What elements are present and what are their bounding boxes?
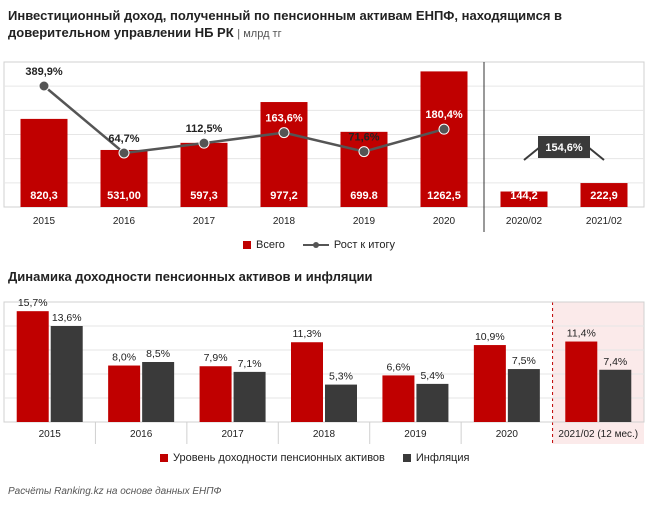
bar-total <box>100 149 148 207</box>
bar-yield <box>108 365 141 422</box>
bar-total-label: 699.8 <box>350 190 378 202</box>
legend-swatch-yield <box>160 454 168 462</box>
bar-inflation <box>599 369 632 422</box>
x-tick-label: 2016 <box>130 429 153 440</box>
bar-inflation-label: 7,5% <box>512 355 536 367</box>
x-tick-label: 2019 <box>353 216 376 227</box>
bar-yield <box>565 341 598 422</box>
legend-label-yield: Уровень доходности пенсионных активов <box>173 452 385 464</box>
bar-yield <box>382 375 415 422</box>
bar-inflation <box>233 371 266 422</box>
growth-point <box>118 147 130 159</box>
x-tick-label: 2015 <box>39 429 62 440</box>
growth-label: 389,9% <box>25 66 63 78</box>
bar-total-label: 222,9 <box>590 190 618 202</box>
x-tick-label: 2017 <box>221 429 244 440</box>
bar-yield-label: 8,0% <box>112 352 136 364</box>
bar-total <box>580 183 628 207</box>
bar-inflation <box>50 326 83 422</box>
chart1-unit-text: млрд тг <box>243 28 282 40</box>
chart2-frame <box>3 301 645 423</box>
bar-inflation-label: 7,4% <box>603 356 627 368</box>
bar-yield <box>199 366 232 422</box>
growth-label: 180,4% <box>425 109 463 121</box>
legend-item-growth: Рост к итогу <box>302 239 395 251</box>
x-tick-label: 2019 <box>404 429 427 440</box>
bar-inflation <box>416 383 449 422</box>
bar-yield <box>291 342 323 422</box>
growth-label: 71,6% <box>348 132 379 144</box>
bar-total <box>180 142 228 207</box>
callout-connector <box>587 146 605 161</box>
growth-point <box>38 80 50 92</box>
bar-total <box>340 131 388 207</box>
legend-swatch-total <box>243 241 251 249</box>
footnote: Расчёты Ranking.kz на основе данных ЕНПФ <box>8 486 222 497</box>
x-tick-label: 2020 <box>433 216 456 227</box>
growth-point <box>438 123 450 135</box>
chart2-legend: Уровень доходности пенсионных активов Ин… <box>160 452 469 464</box>
legend-item-yield: Уровень доходности пенсионных активов <box>160 452 385 464</box>
bar-inflation-label: 13,6% <box>52 312 82 324</box>
bar-yield-label: 15,7% <box>18 297 48 309</box>
bar-total <box>260 102 308 207</box>
x-tick-label: 2020/02 <box>506 216 543 227</box>
growth-label: 112,5% <box>186 123 223 135</box>
chart1-legend: Всего Рост к итогу <box>243 239 395 251</box>
bar-inflation-label: 5,4% <box>420 370 444 382</box>
bar-inflation-label: 5,3% <box>329 371 353 383</box>
bar-total <box>420 71 468 207</box>
bar-yield <box>473 345 506 422</box>
bar-yield-label: 11,3% <box>293 328 322 340</box>
bar-total-label: 977,2 <box>270 190 298 202</box>
growth-point <box>198 137 210 149</box>
chart1-title: Инвестиционный доход, полученный по пенс… <box>8 7 608 43</box>
bar-inflation-label: 7,1% <box>238 358 262 370</box>
bar-yield-label: 7,9% <box>204 352 228 364</box>
legend-label-total: Всего <box>256 239 285 251</box>
chart1-unit: | млрд тг <box>237 28 282 40</box>
x-tick-label: 2021/02 <box>586 216 623 227</box>
bar-inflation <box>325 384 357 422</box>
bar-total-label: 820,3 <box>30 190 58 202</box>
x-tick-label: 2020 <box>496 429 519 440</box>
bar-yield-label: 6,6% <box>386 361 410 373</box>
x-tick-label: 2017 <box>193 216 216 227</box>
legend-label-growth: Рост к итогу <box>333 239 395 251</box>
growth-point <box>358 146 370 158</box>
callout-connector <box>523 146 541 161</box>
growth-label: 64,7% <box>108 133 139 145</box>
growth-label: 163,6% <box>265 113 303 125</box>
bar-yield-label: 10,9% <box>475 331 505 343</box>
bar-inflation-label: 8,5% <box>146 348 170 360</box>
bar-total-label: 1262,5 <box>427 190 461 202</box>
bar-total <box>500 191 548 207</box>
income-chart: 820,3 2015 531,00 2016 597,3 2017 977,2 2018 699… <box>3 61 645 232</box>
x-tick-label: 2018 <box>273 216 296 227</box>
x-tick-label: 2021/02 (12 мес.) <box>558 429 638 440</box>
legend-swatch-inflation <box>402 454 411 462</box>
chart1-title-text: Инвестиционный доход, полученный по пенс… <box>8 8 563 40</box>
bar-yield <box>16 311 49 422</box>
callout-label: 154,6% <box>545 142 583 154</box>
bar-total-label: 531,00 <box>107 190 141 202</box>
x-tick-label: 2015 <box>33 216 56 227</box>
bar-total <box>20 118 68 207</box>
chart2-title: Динамика доходности пенсионных активов и… <box>8 269 373 284</box>
bar-yield-label: 11,4% <box>567 328 596 340</box>
legend-label-inflation: Инфляция <box>415 452 470 464</box>
growth-line <box>43 85 445 155</box>
bar-inflation <box>507 369 540 422</box>
bar-total-label: 597,3 <box>190 190 218 202</box>
x-tick-label: 2016 <box>113 216 136 227</box>
bar-inflation <box>142 362 175 422</box>
callout-box <box>538 136 590 158</box>
legend-swatch-growth <box>302 241 329 249</box>
x-tick-label: 2018 <box>313 429 336 440</box>
legend-item-total: Всего <box>243 239 285 251</box>
growth-point <box>278 127 290 139</box>
bar-total-label: 144,2 <box>510 190 538 202</box>
yield-inflation-chart: 15,7% 13,6% 2015 8,0% 8,5% 2016 7,9% 7,1% 2017 11… <box>3 297 645 444</box>
legend-item-inflation: Инфляция <box>402 452 470 464</box>
